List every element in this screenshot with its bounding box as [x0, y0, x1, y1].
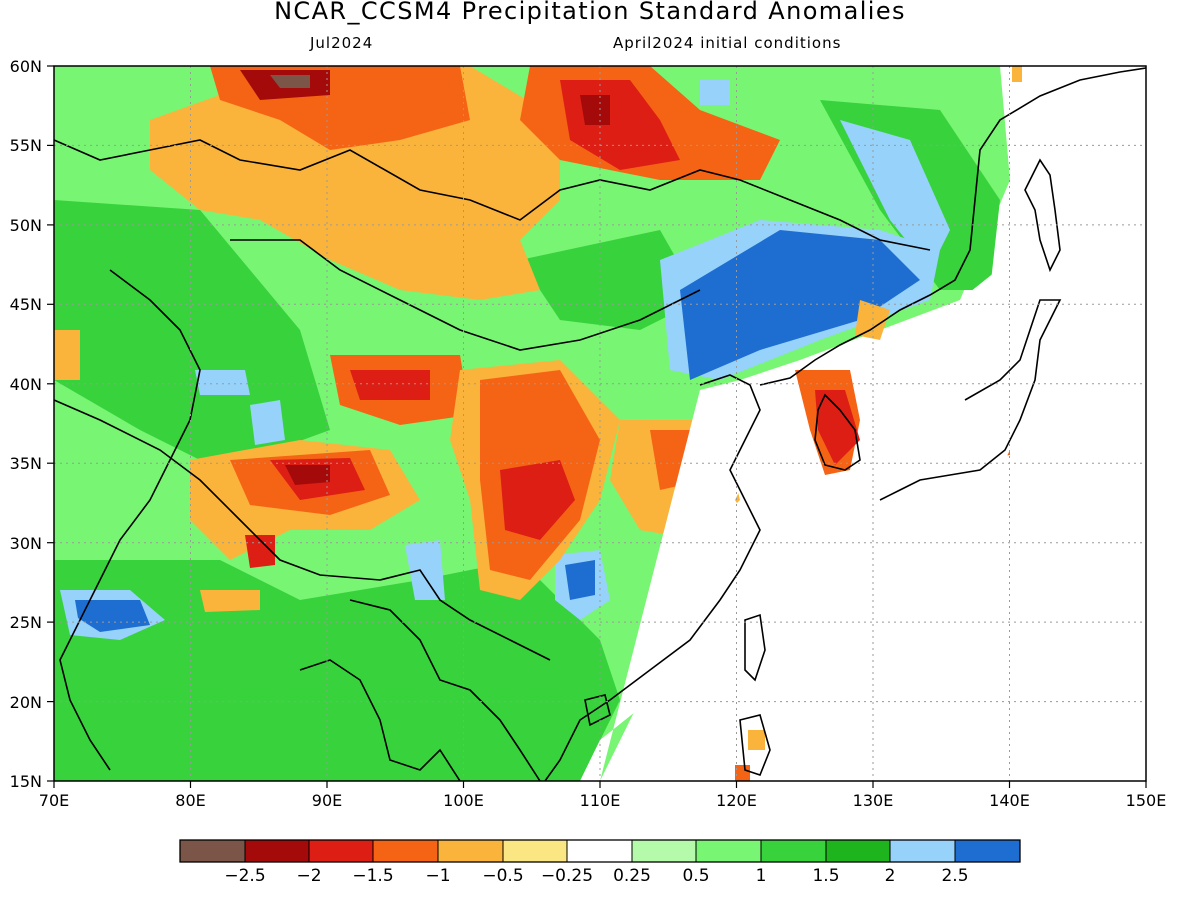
colorbar-swatch-2	[245, 840, 309, 862]
colorbar-label-1: −2.5	[224, 866, 265, 886]
lon-tick-110e: 110E	[580, 791, 621, 810]
colorbar-swatch-5	[438, 840, 503, 862]
colorbar-swatch-9	[696, 840, 761, 862]
lat-tick-labels: 60N 55N 50N 45N 40N 35N 30N 25N 20N 15N	[10, 57, 42, 791]
colorbar-label-4: −1	[425, 866, 450, 886]
lat-tick-50n: 50N	[10, 216, 42, 235]
lon-tick-130e: 130E	[853, 791, 894, 810]
lat-tick-25n: 25N	[10, 613, 42, 632]
colorbar-label-10: 1.5	[812, 866, 839, 886]
colorbar-label-9: 1	[756, 866, 767, 886]
colorbar-label-7: 0.25	[613, 866, 651, 886]
colorbar-swatch-10	[761, 840, 826, 862]
colorbar-label-11: 2	[885, 866, 896, 886]
lon-tick-70e: 70E	[39, 791, 69, 810]
initial-conditions-label: April2024 initial conditions	[613, 34, 842, 52]
gridlines	[54, 66, 1146, 781]
lat-tick-20n: 20N	[10, 693, 42, 712]
lat-tick-30n: 30N	[10, 534, 42, 553]
colorbar-swatch-8	[632, 840, 696, 862]
colorbar-swatch-13	[955, 840, 1020, 862]
colorbar-label-8: 0.5	[682, 866, 709, 886]
tick-marks	[47, 65, 1147, 788]
lon-tick-80e: 80E	[175, 791, 205, 810]
anomaly-fields	[54, 66, 1146, 781]
lat-tick-45n: 45N	[10, 295, 42, 314]
colorbar-swatch-12	[890, 840, 955, 862]
lat-tick-60n: 60N	[10, 57, 42, 76]
colorbar-swatch-1	[180, 840, 245, 862]
colorbar-swatch-3	[309, 840, 373, 862]
lat-tick-35n: 35N	[10, 454, 42, 473]
lon-tick-120e: 120E	[716, 791, 757, 810]
colorbar-label-6: −0.25	[541, 866, 593, 886]
colorbar-swatch-11	[826, 840, 890, 862]
colorbar-label-2: −2	[296, 866, 321, 886]
forecast-month: Jul2024	[310, 34, 374, 52]
colorbar-label-3: −1.5	[352, 866, 393, 886]
lon-tick-150e: 150E	[1126, 791, 1167, 810]
lat-tick-40n: 40N	[10, 375, 42, 394]
lon-tick-labels: 70E 80E 90E 100E 110E 120E 130E 140E 150…	[39, 791, 1167, 810]
lon-tick-100e: 100E	[443, 791, 484, 810]
lat-tick-15n: 15N	[10, 772, 42, 791]
colorbar-swatch-4	[373, 840, 438, 862]
colorbar-label-5: −0.5	[482, 866, 523, 886]
lon-tick-140e: 140E	[989, 791, 1030, 810]
lat-tick-55n: 55N	[10, 136, 42, 155]
colorbar-swatch-6	[503, 840, 567, 862]
colorbar-swatch-7	[567, 840, 632, 862]
colorbar: −2.5 −2 −1.5 −1 −0.5 −0.25 0.25 0.5 1 1.…	[179, 839, 1021, 886]
chart-title: NCAR_CCSM4 Precipitation Standard Anomal…	[274, 0, 906, 25]
coastlines-and-borders	[54, 67, 1146, 781]
colorbar-label-12: 2.5	[941, 866, 968, 886]
lon-tick-90e: 90E	[312, 791, 342, 810]
